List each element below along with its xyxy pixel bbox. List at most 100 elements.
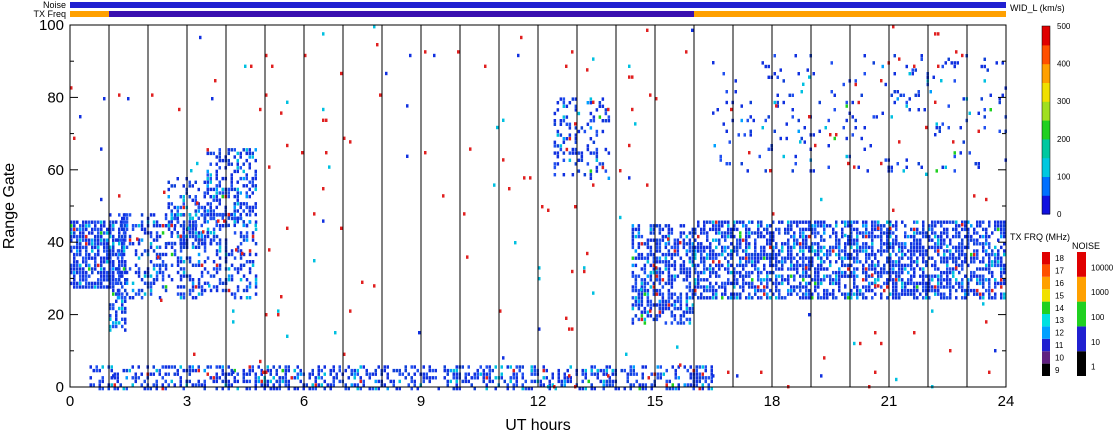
data-point <box>856 252 859 257</box>
data-point <box>988 263 991 268</box>
data-point <box>305 383 308 387</box>
data-point <box>470 376 473 380</box>
data-point <box>230 368 233 373</box>
data-point <box>727 281 730 286</box>
data-point <box>823 288 826 293</box>
data-point <box>109 314 112 318</box>
data-point <box>155 274 159 278</box>
data-point <box>808 220 811 224</box>
data-point <box>704 365 707 369</box>
data-point <box>760 278 763 282</box>
data-point <box>925 125 928 130</box>
data-point <box>263 386 266 391</box>
data-point <box>197 281 201 285</box>
data-point <box>554 386 557 391</box>
data-point <box>811 227 814 232</box>
data-point <box>931 220 934 224</box>
data-point <box>344 368 347 373</box>
data-point <box>949 285 952 289</box>
data-point <box>239 296 243 300</box>
data-point <box>115 278 118 282</box>
data-point <box>424 50 427 54</box>
data-point <box>709 252 712 257</box>
velocity-colorbar-cell <box>1042 57 1050 62</box>
data-point <box>655 314 659 318</box>
data-point <box>679 270 683 275</box>
data-point <box>604 119 608 123</box>
data-point <box>121 227 124 231</box>
data-point <box>392 383 395 387</box>
data-point <box>649 227 653 232</box>
data-point <box>685 252 689 257</box>
x-tick-label: 9 <box>417 393 425 410</box>
data-point <box>904 252 907 257</box>
data-point <box>524 379 527 384</box>
data-point <box>970 252 973 257</box>
data-point <box>245 260 249 264</box>
data-point <box>865 274 868 278</box>
data-point <box>122 238 126 242</box>
data-point <box>913 260 916 264</box>
data-point <box>982 242 985 246</box>
data-point <box>179 249 183 253</box>
data-point <box>356 368 359 373</box>
data-point <box>458 386 461 391</box>
velocity-colorbar-frame <box>1041 25 1051 215</box>
data-point <box>982 256 985 260</box>
frequency-colorbar-tick: 12 <box>1055 329 1064 338</box>
data-point <box>242 372 245 376</box>
data-point <box>892 238 895 242</box>
data-point <box>206 180 209 184</box>
data-point <box>634 296 638 300</box>
data-point <box>340 71 343 76</box>
data-point <box>557 379 560 384</box>
data-point <box>817 224 820 228</box>
data-point <box>115 321 118 325</box>
data-point <box>98 386 101 391</box>
data-point <box>946 281 949 286</box>
data-point <box>152 372 155 376</box>
data-point <box>398 372 401 376</box>
data-point <box>991 270 994 275</box>
data-point <box>565 64 568 68</box>
data-point <box>754 252 757 257</box>
data-point <box>236 386 239 391</box>
data-point <box>667 231 671 235</box>
x-tick-label: 6 <box>300 393 308 410</box>
data-point <box>233 376 236 380</box>
data-point <box>287 365 290 369</box>
data-point <box>151 93 154 97</box>
data-point <box>710 372 713 376</box>
data-point <box>886 278 889 282</box>
data-point <box>374 372 377 376</box>
data-point <box>679 267 683 271</box>
velocity-colorbar-cell <box>1042 170 1050 174</box>
data-point <box>934 288 937 293</box>
data-point <box>584 372 587 376</box>
data-point <box>799 242 802 246</box>
data-point <box>682 314 686 318</box>
data-point <box>913 252 916 257</box>
data-point <box>665 368 668 373</box>
data-point <box>79 242 82 246</box>
data-point <box>688 296 692 300</box>
data-point <box>79 115 82 119</box>
data-point <box>946 244 949 248</box>
velocity-colorbar-cell <box>1042 204 1050 209</box>
data-point <box>203 191 206 195</box>
data-point <box>667 263 671 268</box>
data-point <box>97 245 100 250</box>
data-point <box>493 183 496 187</box>
data-point <box>119 383 122 387</box>
data-point <box>314 383 317 387</box>
data-point <box>859 245 862 250</box>
data-point <box>236 191 239 195</box>
data-point <box>922 281 925 286</box>
data-point <box>895 274 898 278</box>
data-point <box>895 288 898 293</box>
data-point <box>242 274 246 278</box>
data-point <box>784 278 787 282</box>
data-point <box>308 376 311 380</box>
data-point <box>179 379 182 384</box>
